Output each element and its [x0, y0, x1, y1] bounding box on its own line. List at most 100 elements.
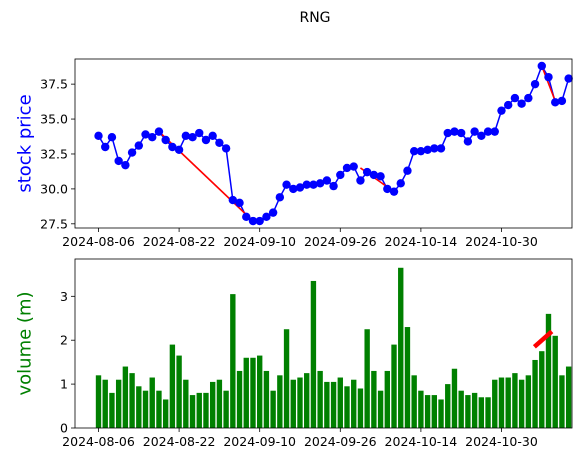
price-point	[221, 144, 231, 153]
volume-bar	[216, 379, 223, 428]
volume-bar	[344, 386, 350, 428]
price-point	[423, 145, 432, 154]
price-ytick-label: 32.5	[40, 146, 68, 161]
volume-bar	[189, 395, 196, 428]
volume-plot-area	[95, 267, 572, 428]
price-point	[235, 198, 244, 208]
volume-bar	[209, 381, 216, 428]
price-point	[127, 148, 137, 157]
price-point	[369, 170, 379, 180]
volume-bar	[169, 344, 176, 428]
price-point	[383, 184, 392, 194]
price-point	[436, 144, 446, 153]
price-point	[336, 170, 345, 180]
price-point	[463, 137, 473, 146]
volume-bar	[236, 370, 243, 428]
volume-bar	[418, 390, 424, 428]
volume-bar	[183, 379, 189, 428]
volume-bar	[364, 329, 370, 428]
price-point	[530, 79, 540, 89]
volume-axes-frame	[74, 258, 573, 429]
price-point	[121, 160, 130, 170]
price-point	[94, 131, 103, 141]
volume-xtick-label: 2024-09-10	[223, 434, 296, 449]
volume-bar	[196, 392, 202, 428]
price-point	[201, 135, 211, 145]
volume-bar	[324, 381, 330, 428]
price-y-axis-label: stock price	[14, 94, 35, 192]
price-axes-frame	[74, 58, 573, 229]
price-point	[376, 172, 385, 181]
price-plot-area	[94, 61, 573, 226]
volume-ytick-label: 1	[60, 377, 68, 392]
volume-bar	[109, 392, 115, 428]
volume-bar	[142, 390, 149, 428]
price-point	[154, 127, 164, 136]
price-point	[322, 176, 332, 185]
price-xtick-label: 2024-09-10	[223, 234, 296, 249]
price-point	[208, 131, 217, 141]
price-point	[477, 131, 486, 141]
price-point	[564, 74, 573, 83]
price-point	[557, 96, 567, 106]
volume-bar	[156, 390, 162, 428]
volume-xtick-label: 2024-10-30	[465, 434, 538, 449]
volume-bar	[263, 370, 270, 428]
price-point	[537, 61, 546, 71]
price-point	[289, 184, 298, 194]
price-point	[148, 133, 157, 142]
price-xtick-label: 2024-08-06	[62, 234, 135, 249]
volume-ytick-label: 0	[60, 421, 68, 436]
price-point	[483, 127, 493, 136]
volume-bar	[485, 397, 491, 428]
volume-bar	[471, 392, 478, 428]
volume-bar	[230, 294, 236, 428]
price-point	[503, 100, 513, 110]
price-point	[329, 181, 338, 191]
volume-bar	[317, 370, 323, 428]
volume-bar	[310, 280, 317, 428]
volume-bar	[478, 397, 485, 428]
volume-bar	[129, 373, 135, 428]
volume-ytick-label: 3	[60, 289, 68, 304]
price-point	[101, 142, 110, 152]
volume-bar	[465, 395, 471, 428]
price-point	[416, 146, 426, 156]
price-point	[282, 180, 291, 189]
price-point	[248, 216, 258, 226]
price-point	[107, 133, 117, 142]
volume-bar	[223, 390, 229, 428]
price-xtick-label: 2024-08-22	[143, 234, 216, 249]
volume-bar	[257, 355, 263, 428]
volume-bar	[95, 375, 102, 428]
price-point	[349, 162, 358, 171]
price-axis-ticks: 27.5 30.0 32.5 35.0 37.5 2024-08-06 2024-08-22…	[40, 77, 538, 249]
volume-bar	[398, 267, 404, 428]
volume-trend-segment	[532, 329, 554, 349]
volume-bar	[505, 377, 511, 428]
volume-bar	[377, 390, 384, 428]
price-point	[430, 144, 439, 153]
volume-bar	[532, 359, 538, 428]
price-point	[275, 193, 285, 202]
price-point	[389, 187, 399, 196]
price-point	[134, 141, 144, 150]
price-point	[174, 145, 184, 154]
volume-bar	[277, 375, 283, 428]
price-point	[228, 195, 238, 205]
volume-bar	[431, 395, 438, 428]
price-point	[443, 128, 452, 138]
volume-bar	[250, 357, 256, 428]
price-point	[470, 127, 479, 136]
price-ytick-label: 30.0	[40, 181, 68, 196]
volume-panel: 0 1 2 3 2024-08-06 2024-08-22 2024-09-10 2024-0…	[14, 258, 573, 449]
volume-bar	[492, 379, 498, 428]
volume-bar	[451, 368, 458, 428]
price-point	[510, 93, 520, 103]
volume-bar	[162, 399, 169, 428]
volume-bar	[304, 373, 310, 428]
volume-bar	[203, 392, 209, 428]
price-point	[195, 128, 204, 138]
price-point	[295, 183, 305, 192]
volume-bar	[458, 390, 464, 428]
